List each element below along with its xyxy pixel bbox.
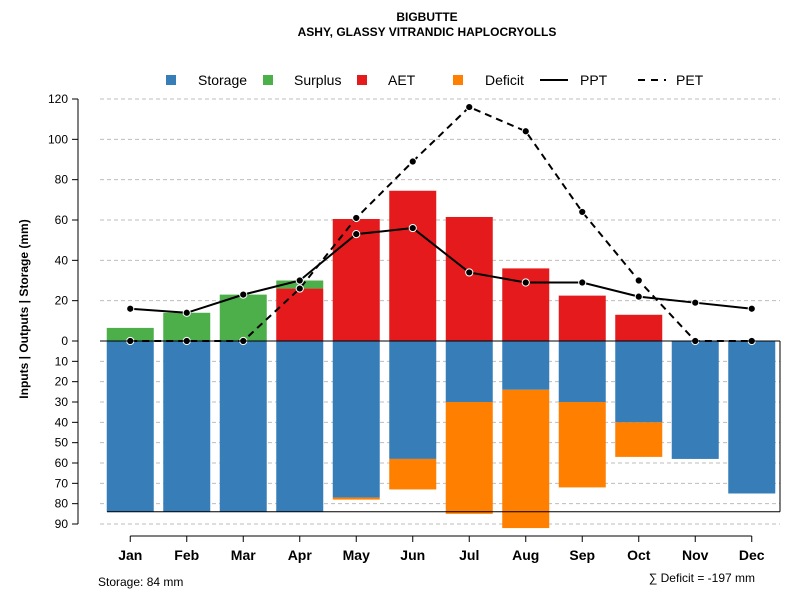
pet-point-aug: [521, 127, 530, 136]
legend-label-surplus: Surplus: [294, 72, 341, 88]
legend-label-pet: PET: [676, 72, 704, 88]
axes: 0 20 40 60 80 100 120 10 20 30 40 50 60 70 80 90 Jan Feb M…: [48, 92, 781, 563]
storage-bar-sep: [558, 341, 606, 402]
legend-label-storage: Storage: [198, 72, 247, 88]
storage-bar-oct: [615, 341, 663, 423]
deficit-bar-jul: [445, 402, 493, 514]
surplus-bar-mar: [219, 294, 267, 341]
storage-bar-jul: [445, 341, 493, 402]
storage-bar-aug: [502, 341, 550, 390]
x-tick-label-aug: Aug: [512, 547, 539, 563]
y-tick-label: 0: [61, 334, 68, 348]
y-tick-label: 40: [55, 415, 69, 429]
x-tick-label-jun: Jun: [400, 547, 425, 563]
storage-bar-jan: [106, 341, 154, 512]
y-tick-label: 80: [55, 173, 69, 187]
ppt-point-nov: [691, 298, 700, 307]
aet-bar-oct: [615, 314, 663, 341]
aet-bar-jul: [445, 216, 493, 341]
y-tick-label: 20: [55, 375, 69, 389]
aet-bar-apr: [276, 288, 324, 341]
aet-bar-sep: [558, 295, 606, 341]
ppt-point-jan: [126, 304, 135, 313]
ppt-point-jun: [408, 223, 417, 233]
x-tick-label-jul: Jul: [459, 547, 479, 563]
deficit-bar-aug: [502, 389, 550, 529]
chart-subtitle: ASHY, GLASSY VITRANDIC HAPLOCRYOLLS: [298, 25, 557, 39]
pet-line: [130, 105, 752, 342]
storage-bar-feb: [163, 341, 211, 512]
storage-note: Storage: 84 mm: [98, 575, 183, 589]
pet-point-oct: [634, 276, 643, 285]
x-tick-label-may: May: [343, 547, 370, 563]
x-tick-label-nov: Nov: [682, 547, 709, 563]
legend-swatch-aet: [357, 75, 367, 85]
ppt-point-jul: [465, 268, 474, 277]
y-tick-label: 20: [55, 294, 69, 308]
legend-swatch-storage: [166, 75, 176, 85]
storage-bar-mar: [219, 341, 267, 512]
storage-bar-nov: [671, 341, 719, 459]
y-tick-label: 100: [48, 132, 68, 146]
storage-bar-dec: [728, 341, 776, 494]
ppt-point-oct: [634, 292, 643, 301]
x-tick-label-jan: Jan: [118, 547, 142, 563]
grid-lines: [100, 98, 780, 525]
x-tick-label-oct: Oct: [627, 547, 651, 563]
ppt-point-may: [352, 230, 361, 239]
y-tick-label: 60: [55, 456, 69, 470]
pet-point-apr: [295, 284, 304, 293]
storage-bar-apr: [276, 341, 324, 512]
pet-point-sep: [578, 207, 587, 217]
legend-swatch-deficit: [453, 75, 463, 85]
chart-title: BIGBUTTE: [396, 10, 457, 24]
x-tick-label-dec: Dec: [739, 547, 765, 563]
deficit-bar-sep: [558, 402, 606, 488]
ppt-point-feb: [182, 308, 191, 317]
storage-bar-may: [332, 341, 380, 498]
legend-swatch-surplus: [263, 75, 273, 85]
legend: Storage Surplus AET Deficit PPT PET: [166, 72, 704, 88]
pet-point-jul: [465, 102, 474, 112]
y-tick-label: 90: [55, 517, 69, 531]
surplus-bar-jan: [106, 327, 154, 341]
ppt-point-sep: [578, 278, 587, 287]
ppt-point-apr: [295, 276, 304, 285]
legend-label-aet: AET: [388, 72, 416, 88]
x-tick-label-feb: Feb: [174, 547, 199, 563]
legend-label-deficit: Deficit: [485, 72, 524, 88]
ppt-point-dec: [747, 304, 756, 313]
surplus-bar-feb: [163, 312, 211, 341]
x-tick-label-sep: Sep: [569, 547, 595, 563]
storage-bar-jun: [389, 341, 437, 459]
x-tick-label-apr: Apr: [288, 547, 313, 563]
y-tick-label: 80: [55, 497, 69, 511]
y-axis-label: Inputs | Outputs | Storage (mm): [17, 219, 31, 398]
pet-point-may: [352, 213, 361, 223]
bars: [106, 190, 776, 529]
ppt-line: [130, 227, 752, 314]
series-lines: [126, 102, 756, 346]
y-tick-label: 120: [48, 92, 68, 106]
y-tick-label: 10: [55, 354, 69, 368]
x-tick-label-mar: Mar: [231, 547, 256, 563]
deficit-bar-jun: [389, 458, 437, 490]
y-tick-label: 70: [55, 476, 69, 490]
aet-bar-jun: [389, 190, 437, 341]
y-tick-label: 40: [55, 253, 69, 267]
y-tick-label: 30: [55, 395, 69, 409]
ppt-point-mar: [239, 290, 248, 299]
aet-bar-may: [332, 218, 380, 341]
legend-label-ppt: PPT: [580, 72, 608, 88]
deficit-note: ∑ Deficit = -197 mm: [649, 571, 755, 585]
y-tick-label: 50: [55, 436, 69, 450]
deficit-bar-may: [332, 497, 380, 500]
y-tick-label: 60: [55, 213, 69, 227]
pet-point-jun: [408, 157, 417, 166]
deficit-bar-oct: [615, 422, 663, 457]
ppt-point-aug: [521, 278, 530, 287]
